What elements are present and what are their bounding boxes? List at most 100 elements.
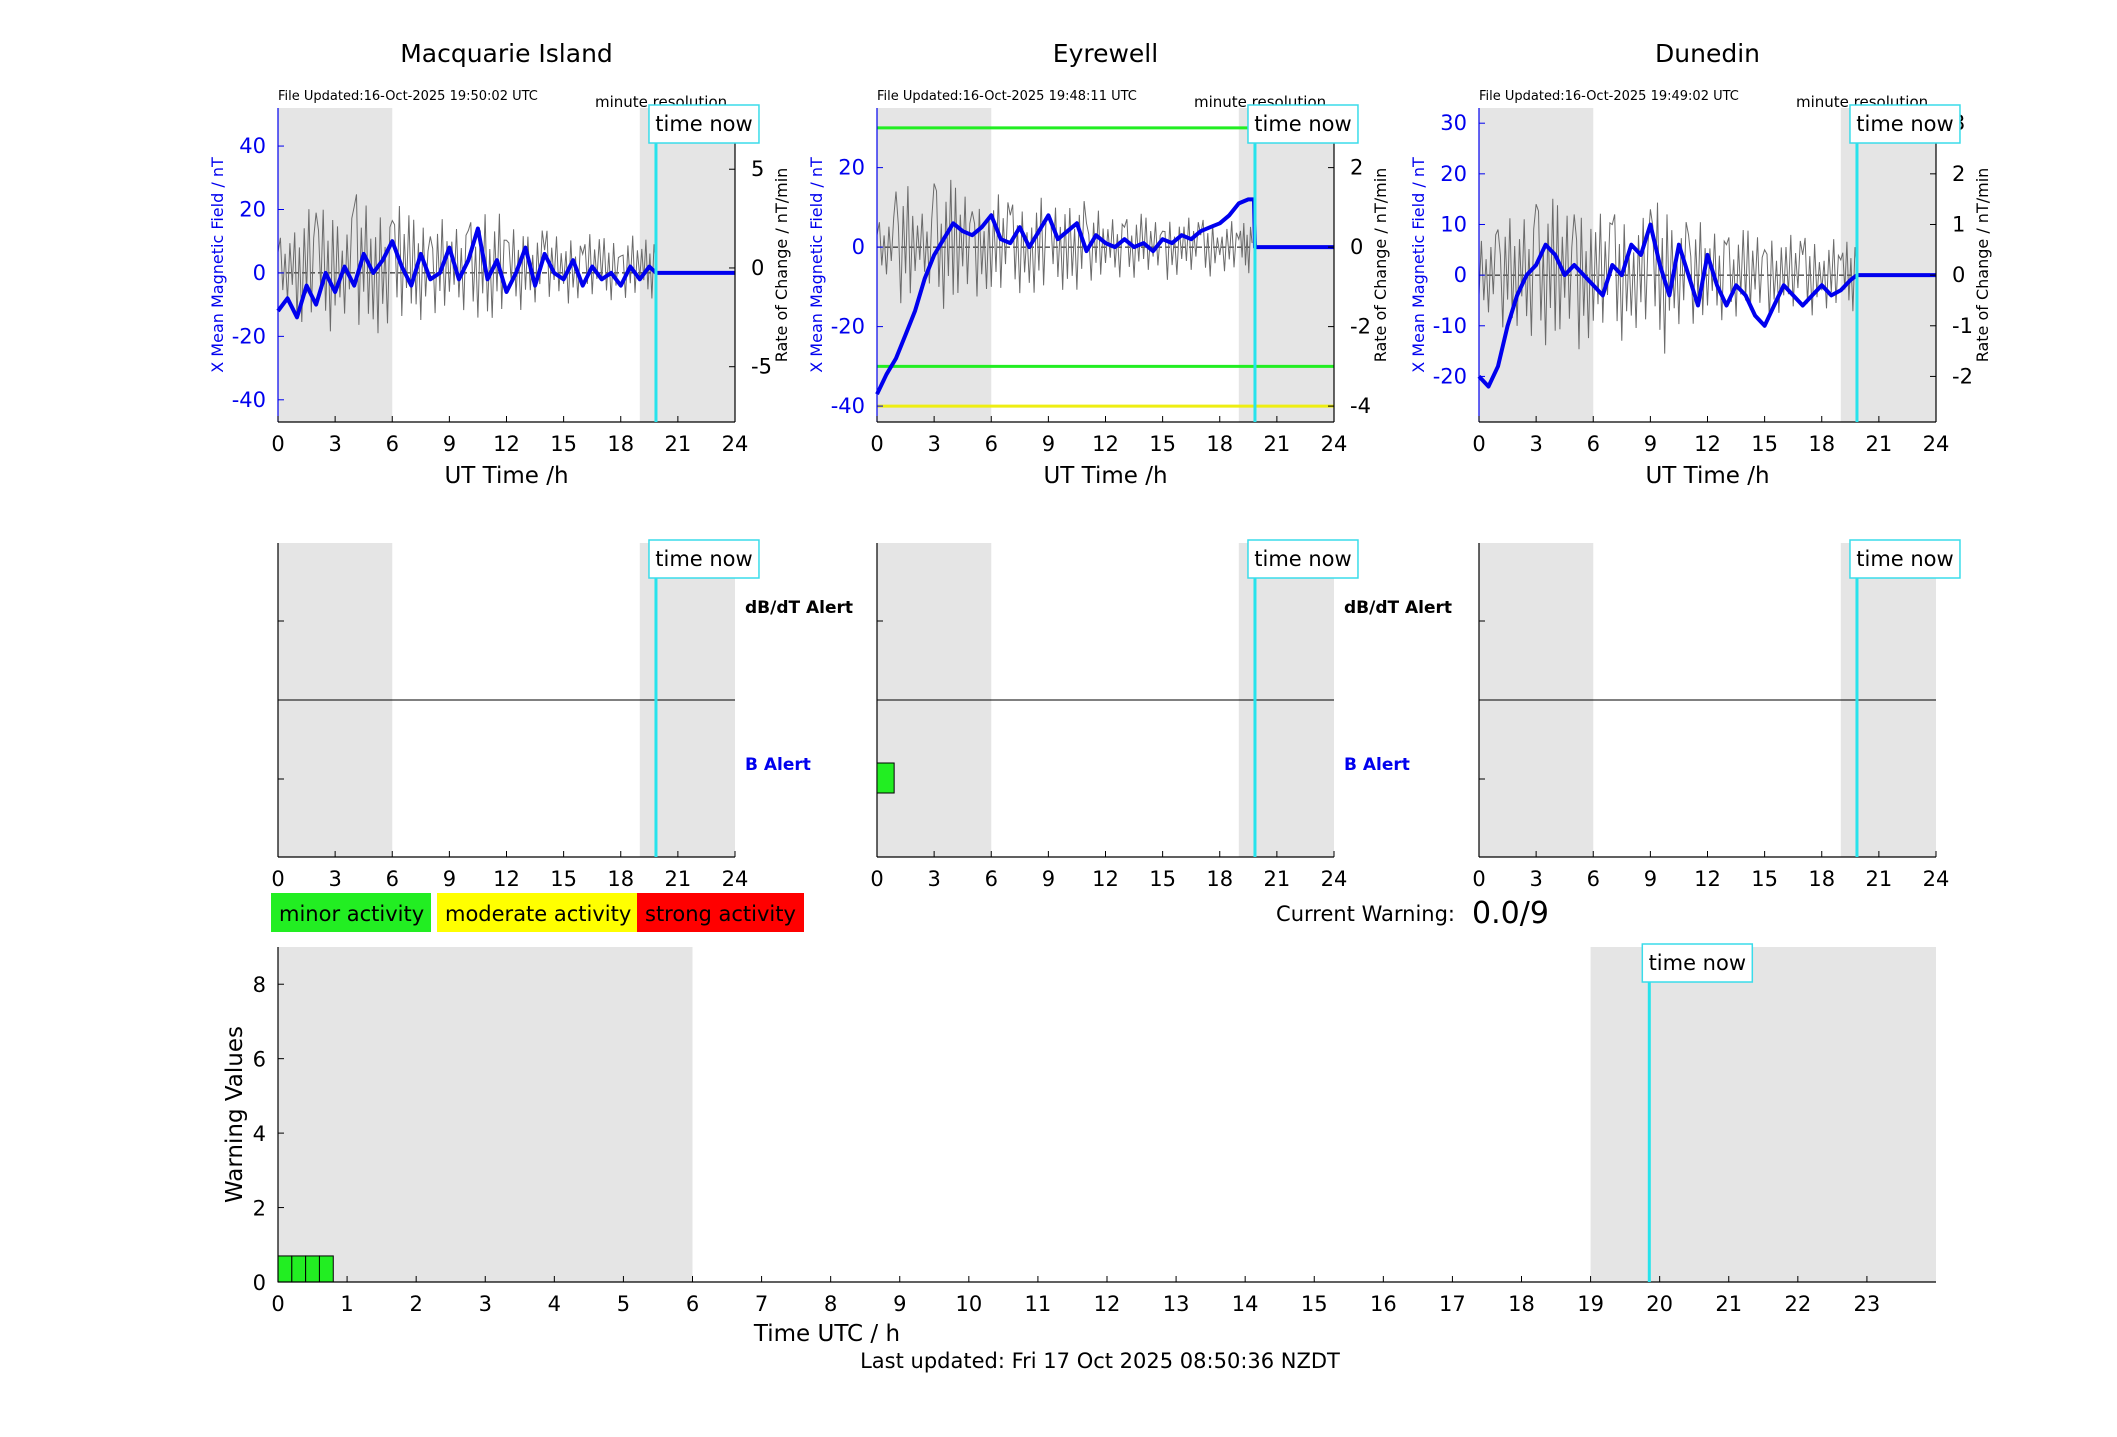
warning-xtick-label: 23 [1854, 1292, 1881, 1316]
station-2-ytick-left-label: -10 [1433, 314, 1467, 338]
station-0-xtick-label: 9 [443, 432, 456, 456]
station-2-xtick-label: 12 [1694, 432, 1721, 456]
alert-2-xtick-label: 3 [1529, 867, 1542, 891]
station-1-time-now-label: time now [1254, 112, 1351, 136]
last-updated-footer: Last updated: Fri 17 Oct 2025 08:50:36 N… [860, 1349, 1340, 1373]
station-0-ytick-right-label: 5 [751, 157, 764, 181]
warning-ytick-label: 6 [253, 1048, 266, 1072]
station-0-time-now-box [648, 104, 760, 144]
legend-label-2: strong activity [645, 902, 796, 926]
station-0-ylabel-left: X Mean Magnetic Field / nT [208, 157, 227, 373]
station-0-title: Macquarie Island [400, 39, 613, 68]
station-0-xtick-label: 18 [607, 432, 634, 456]
warning-xtick-label: 2 [409, 1292, 422, 1316]
station-1-xtick-label: 0 [870, 432, 883, 456]
alert-1-xtick-label: 0 [870, 867, 883, 891]
warning-xtick-label: 14 [1232, 1292, 1259, 1316]
alert-0-xtick-label: 0 [271, 867, 284, 891]
station-1-ylabel-left: X Mean Magnetic Field / nT [807, 157, 826, 373]
alert-0-xtick-label: 18 [607, 867, 634, 891]
warning-xtick-label: 18 [1508, 1292, 1535, 1316]
warning-night-band [278, 947, 693, 1282]
alert-0-xtick-label: 12 [493, 867, 520, 891]
station-2-ytick-left-label: 30 [1440, 111, 1467, 135]
alert-2-xtick-label: 0 [1472, 867, 1485, 891]
station-0-xtick-label: 15 [550, 432, 577, 456]
station-0-xlabel: UT Time /h [444, 463, 568, 489]
station-1-ylabel-right: Rate of Change / nT/min [1371, 168, 1390, 363]
alert-2-xtick-label: 18 [1808, 867, 1835, 891]
station-0-xtick-label: 12 [493, 432, 520, 456]
alert-0-xtick-label: 6 [386, 867, 399, 891]
station-2-time-now-box [1849, 104, 1961, 144]
station-2-ytick-right-label: 1 [1952, 212, 1965, 236]
warning-xtick-label: 17 [1439, 1292, 1466, 1316]
alert-1-xtick-label: 24 [1321, 867, 1348, 891]
alert-0-xtick-label: 15 [550, 867, 577, 891]
alert-1-xtick-label: 21 [1264, 867, 1291, 891]
warning-ytick-label: 2 [253, 1197, 266, 1221]
warning-xlabel: Time UTC / h [753, 1321, 900, 1347]
station-0-xtick-label: 24 [722, 432, 749, 456]
station-1-ytick-left-label: -40 [831, 394, 865, 418]
station-1-ytick-right-label: -4 [1350, 394, 1371, 418]
station-0-night-band [639, 108, 735, 422]
alert-0-xtick-label: 24 [722, 867, 749, 891]
station-2-xtick-label: 3 [1529, 432, 1542, 456]
station-2-xtick-label: 15 [1751, 432, 1778, 456]
station-1-xtick-label: 12 [1092, 432, 1119, 456]
alert-2-xtick-label: 21 [1866, 867, 1893, 891]
station-2-ytick-left-label: -20 [1433, 364, 1467, 388]
station-2-xtick-label: 21 [1866, 432, 1893, 456]
warning-xtick-label: 10 [955, 1292, 982, 1316]
alert-2-time-now-label: time now [1856, 547, 1953, 571]
station-2-title: Dunedin [1655, 39, 1760, 68]
alert-0-b-label: B Alert [745, 755, 811, 775]
station-2-xtick-label: 9 [1644, 432, 1657, 456]
alert-1-dbdt-label: dB/dT Alert [1344, 598, 1452, 618]
current-warning-label: Current Warning: [1276, 902, 1455, 926]
warning-time-now-box [1641, 943, 1754, 983]
station-0-ytick-right-label: 0 [751, 256, 764, 280]
station-2-field-series [1477, 222, 1936, 389]
current-warning-value: 0.0/9 [1472, 896, 1549, 931]
warning-bar-2 [305, 1255, 320, 1283]
station-2-ytick-right-label: 2 [1952, 162, 1965, 186]
warning-xtick-label: 0 [271, 1292, 284, 1316]
station-0-file-updated: File Updated:16-Oct-2025 19:50:02 UTC [278, 89, 538, 104]
alert-1-b-alert-block [876, 762, 895, 794]
station-0-ytick-left-label: -40 [232, 388, 266, 412]
warning-xtick-label: 11 [1025, 1292, 1052, 1316]
station-2-xtick-label: 18 [1808, 432, 1835, 456]
alert-0-dbdt-label: dB/dT Alert [745, 598, 853, 618]
station-1-xlabel: UT Time /h [1043, 463, 1167, 489]
warning-xtick-label: 7 [755, 1292, 768, 1316]
alert-2-xtick-label: 9 [1644, 867, 1657, 891]
station-1-xtick-label: 21 [1264, 432, 1291, 456]
station-2-time-now-label: time now [1856, 112, 1953, 136]
station-1-xtick-label: 15 [1149, 432, 1176, 456]
station-1-ytick-right-label: -2 [1350, 315, 1371, 339]
legend-swatch-2 [637, 893, 804, 932]
station-1-xtick-label: 6 [985, 432, 998, 456]
alert-0-xtick-label: 9 [443, 867, 456, 891]
station-0-field-series [276, 226, 735, 320]
station-1-xtick-label: 3 [927, 432, 940, 456]
station-2-xtick-label: 24 [1923, 432, 1950, 456]
warning-xtick-label: 21 [1715, 1292, 1742, 1316]
alert-1-b-label: B Alert [1344, 755, 1410, 775]
station-1-ytick-left-label: 0 [852, 235, 865, 259]
station-2-xtick-label: 6 [1587, 432, 1600, 456]
alert-2-time-now-box [1849, 539, 1961, 579]
warning-bar-1 [291, 1255, 307, 1283]
warning-xtick-label: 20 [1646, 1292, 1673, 1316]
alert-2-xtick-label: 12 [1694, 867, 1721, 891]
warning-time-now-label: time now [1649, 951, 1746, 975]
station-1-xtick-label: 9 [1042, 432, 1055, 456]
warning-ytick-label: 4 [253, 1122, 266, 1146]
alert-1-time-now-box [1247, 539, 1359, 579]
station-2-ytick-right-label: 0 [1952, 263, 1965, 287]
alert-2-xtick-label: 6 [1587, 867, 1600, 891]
station-0-ytick-left-label: -20 [232, 324, 266, 348]
